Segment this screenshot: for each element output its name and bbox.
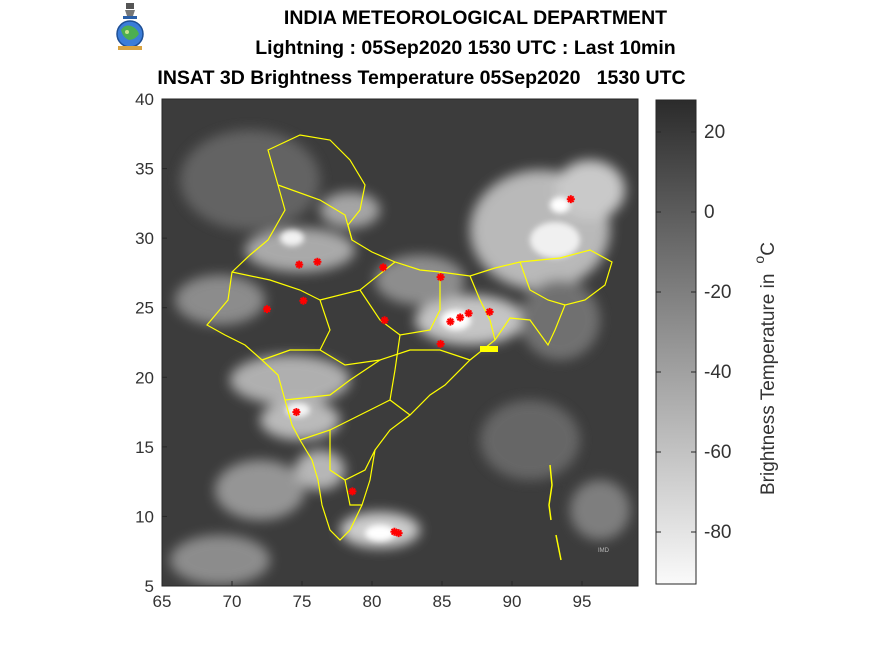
andaman-islands (480, 346, 562, 561)
lightning-strike-marker (263, 305, 271, 314)
lightning-layer (263, 195, 575, 538)
lon-tick-label: 70 (223, 592, 242, 611)
lightning-strike-marker (379, 263, 388, 272)
lightning-strike-marker (436, 339, 445, 348)
colorbar-gradient (655, 99, 697, 585)
lightning-strike-marker (380, 316, 389, 325)
colorbar-tick-label: -80 (704, 522, 731, 543)
lightning-strike-marker (456, 313, 465, 322)
lon-tick-label: 80 (363, 592, 382, 611)
lightning-strike-marker (292, 408, 301, 417)
lightning-strike-marker (464, 309, 473, 318)
lat-tick-label: 35 (135, 160, 154, 179)
lon-tick-label: 65 (153, 592, 172, 611)
lon-tick-label: 85 (433, 592, 452, 611)
imd-emblem-logo (116, 3, 144, 50)
colorbar-label: Brightness Temperature inoC (751, 242, 779, 495)
lat-tick-label: 5 (145, 577, 154, 596)
lightning-subtitle: Lightning : 05Sep2020 1530 UTC : Last 10… (255, 37, 676, 59)
colorbar: 20 0 -20 -40 -60 -80 Brightness Temperature i… (655, 99, 779, 585)
lightning-strike-marker (348, 487, 357, 496)
lat-tick-label: 40 (135, 90, 154, 109)
lightning-strike-marker (436, 273, 445, 282)
lat-tick-label: 20 (135, 368, 154, 387)
colorbar-tick-label: 0 (704, 202, 715, 223)
lon-tick-label: 75 (293, 592, 312, 611)
lon-tick-label: 95 (573, 592, 592, 611)
lightning-strike-marker (295, 260, 304, 269)
colorbar-tick-label: -40 (704, 362, 731, 383)
lightning-strike-marker (313, 257, 322, 266)
lat-tick-label: 10 (135, 507, 154, 526)
lightning-strike-marker (299, 296, 308, 305)
colorbar-tick-label: -20 (704, 282, 731, 303)
satellite-subtitle: INSAT 3D Brightness Temperature 05Sep202… (157, 67, 686, 89)
lightning-strike-marker (566, 195, 575, 204)
colorbar-tick-label: -60 (704, 442, 731, 463)
lightning-strike-marker (485, 307, 494, 316)
lat-tick-label: 25 (135, 299, 154, 318)
satellite-image (162, 99, 638, 586)
org-title: INDIA METEOROLOGICAL DEPARTMENT (283, 7, 668, 29)
india-boundary (206, 134, 613, 541)
map-frame (161, 98, 639, 587)
colorbar-tick-label: 20 (704, 122, 725, 143)
lat-tick-label: 30 (135, 229, 154, 248)
lightning-strike-marker (446, 317, 455, 326)
lon-tick-label: 90 (503, 592, 522, 611)
map-axes: 65 70 75 80 85 90 95 40 35 30 25 20 15 10 5 (135, 90, 591, 611)
lat-tick-label: 15 (135, 438, 154, 457)
lightning-strike-marker (394, 529, 403, 538)
map-watermark: IMD (598, 548, 610, 554)
